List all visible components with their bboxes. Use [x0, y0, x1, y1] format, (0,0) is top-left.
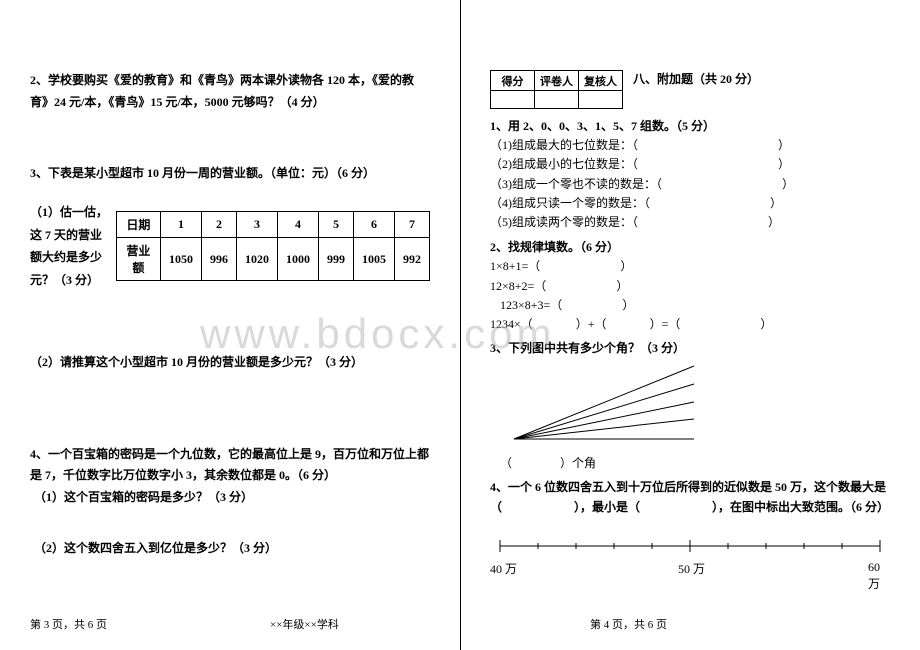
score-h1: 得分	[491, 71, 535, 91]
row-label: 营业额	[116, 238, 160, 281]
cell: 996	[202, 238, 237, 281]
rq2-l4: 1234×（ ）+（ ）=（）	[490, 317, 772, 331]
rq1-2: （2)组成最小的七位数是：（）	[490, 157, 790, 171]
rq3: 3、下列图中共有多少个角？（3 分） （ ）个角	[490, 338, 890, 475]
score-h2: 评卷人	[535, 71, 579, 91]
q3-sub2-text: （2）请推算这个小型超市 10 月份的营业额是多少元？（3 分）	[30, 355, 363, 369]
sales-table: 日期 1 2 3 4 5 6 7 营业额 1050 996 1020 1000 …	[116, 211, 430, 281]
numline-60: 60 万	[868, 560, 890, 592]
th-6: 6	[354, 212, 395, 238]
footer-page-right: 第 4 页，共 6 页	[590, 616, 920, 632]
table-row	[491, 91, 623, 109]
q3-sub2: （2）请推算这个小型超市 10 月份的营业额是多少元？（3 分）	[30, 352, 430, 374]
cell: 1000	[278, 238, 319, 281]
page-container: 2、学校要购买《爱的教育》和《青鸟》两本课外读物各 120 本，《爱的教育》24…	[0, 0, 920, 650]
rq4: 4、一个 6 位数四舍五入到十万位后所得到的近似数是 50 万，这个数最大是（ …	[490, 477, 890, 518]
table-row: 得分 评卷人 复核人	[491, 71, 623, 91]
th-3: 3	[237, 212, 278, 238]
section-8-title: 八、附加题（共 20 分）	[633, 72, 759, 86]
question-4: 4、一个百宝箱的密码是一个九位数，它的最高位上是 9，百万位和万位上都是 7，千…	[30, 444, 430, 509]
question-3-intro: 3、下表是某小型超市 10 月份一周的营业额。（单位：元）（6 分）	[30, 163, 430, 185]
rq3-answer: （ ）个角	[500, 456, 596, 470]
th-2: 2	[202, 212, 237, 238]
th-1: 1	[161, 212, 202, 238]
rq4-text: 4、一个 6 位数四舍五入到十万位后所得到的近似数是 50 万，这个数最大是（ …	[490, 480, 889, 514]
th-4: 4	[278, 212, 319, 238]
rq1-4: （4)组成只读一个零的数是：（）	[490, 196, 782, 210]
rq1-3: （3)组成一个零也不读的数是：（）	[490, 177, 794, 191]
rq1-intro: 1、用 2、0、0、3、1、5、7 组数。（5 分）	[490, 119, 715, 133]
rq2-l2: 12×8+2=（）	[490, 279, 628, 293]
rq1-5: （5)组成读两个零的数是：（）	[490, 215, 780, 229]
table-row: 日期 1 2 3 4 5 6 7	[116, 212, 429, 238]
cell: 992	[395, 238, 430, 281]
q4-sub1: （1）这个百宝箱的密码是多少？（3 分）	[34, 490, 253, 504]
q2-text: 2、学校要购买《爱的教育》和《青鸟》两本课外读物各 120 本，《爱的教育》24…	[30, 73, 414, 109]
rq2-intro: 2、找规律填数。（6 分）	[490, 240, 619, 254]
th-5: 5	[319, 212, 354, 238]
score-table: 得分 评卷人 复核人	[490, 70, 623, 109]
question-2: 2、学校要购买《爱的教育》和《青鸟》两本课外读物各 120 本，《爱的教育》24…	[30, 70, 430, 113]
cell: 999	[319, 238, 354, 281]
q3-intro-text: 3、下表是某小型超市 10 月份一周的营业额。（单位：元）（6 分）	[30, 166, 375, 180]
q4-sub2-wrap: （2）这个数四舍五入到亿位是多少？（3 分）	[30, 538, 430, 560]
q4-intro: 4、一个百宝箱的密码是一个九位数，它的最高位上是 9，百万位和万位上都是 7，千…	[30, 447, 429, 483]
angle-diagram	[504, 364, 890, 452]
right-page: 得分 评卷人 复核人 八、附加题（共 20 分） 1、用 2、0、0、3、1、5…	[460, 0, 920, 650]
rq3-intro: 3、下列图中共有多少个角？（3 分）	[490, 341, 685, 355]
th-7: 7	[395, 212, 430, 238]
cell: 1050	[161, 238, 202, 281]
q4-sub2: （2）这个数四舍五入到亿位是多少？（3 分）	[34, 541, 277, 555]
number-line: 40 万 50 万 60 万	[490, 534, 890, 574]
rq2-l3: 123×8+3=（）	[490, 298, 634, 312]
rq2-l1: 1×8+1=（）	[490, 259, 632, 273]
angle-svg-icon	[504, 364, 704, 444]
numline-40: 40 万	[490, 560, 517, 577]
score-section: 得分 评卷人 复核人 八、附加题（共 20 分）	[490, 70, 890, 109]
th-date: 日期	[116, 212, 160, 238]
rq1: 1、用 2、0、0、3、1、5、7 组数。（5 分） （1)组成最大的七位数是：…	[490, 117, 890, 232]
rq2: 2、找规律填数。（6 分） 1×8+1=（） 12×8+2=（） 123×8+3…	[490, 238, 890, 334]
q3-side-label: （1）估一估，这 7 天的营业额大约是多少元？（3 分）	[30, 201, 110, 292]
cell: 1020	[237, 238, 278, 281]
rq1-1: （1)组成最大的七位数是：（）	[490, 138, 790, 152]
cell: 1005	[354, 238, 395, 281]
table-row: 营业额 1050 996 1020 1000 999 1005 992	[116, 238, 429, 281]
score-h3: 复核人	[579, 71, 623, 91]
q3-table-wrap: （1）估一估，这 7 天的营业额大约是多少元？（3 分） 日期 1 2 3 4 …	[30, 201, 430, 292]
numline-50: 50 万	[678, 560, 705, 577]
left-page: 2、学校要购买《爱的教育》和《青鸟》两本课外读物各 120 本，《爱的教育》24…	[0, 0, 460, 650]
